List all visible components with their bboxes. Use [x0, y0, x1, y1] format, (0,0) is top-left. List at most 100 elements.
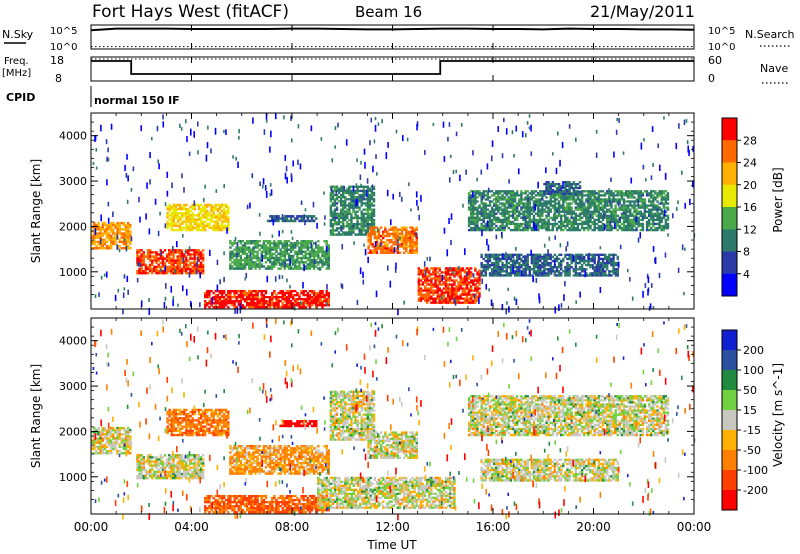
heatmap-cell	[624, 216, 628, 220]
heatmap-cell	[256, 302, 259, 305]
heatmap-cell	[660, 192, 663, 195]
heatmap-cell	[148, 263, 152, 267]
heatmap-cell	[545, 274, 548, 277]
heatmap-cell	[472, 279, 475, 282]
heatmap-cell	[415, 247, 418, 250]
heatmap-cell	[248, 250, 251, 253]
heatmap-cell	[243, 298, 247, 301]
heatmap-cell	[497, 257, 500, 261]
heatmap-cell	[650, 200, 653, 203]
heatmap-cell	[231, 261, 234, 264]
heatmap-cell	[480, 272, 483, 275]
heatmap-cell	[159, 249, 162, 252]
heatmap-cell	[140, 259, 143, 262]
heatmap-cell	[419, 291, 423, 294]
heatmap-cell	[578, 274, 582, 277]
heatmap-cell	[243, 263, 247, 266]
heatmap-cell	[631, 226, 634, 230]
heatmap-cell	[268, 219, 272, 223]
heatmap-cell	[513, 259, 517, 263]
heatmap-cell	[114, 226, 117, 229]
heatmap-cell	[268, 252, 272, 256]
heatmap-cell	[237, 300, 240, 303]
heatmap-cell	[587, 222, 590, 226]
heatmap-cell	[329, 220, 333, 224]
heatmap-cell	[524, 206, 527, 209]
heatmap-cell	[585, 206, 588, 209]
heatmap-cell	[400, 236, 404, 240]
heatmap-cell	[93, 223, 96, 227]
heatmap-cell	[566, 212, 569, 215]
heatmap-cell	[384, 226, 387, 229]
heatmap-cell	[591, 212, 594, 215]
heatmap-cell	[585, 222, 588, 226]
heatmap-cell	[306, 240, 310, 243]
heatmap-cell	[296, 261, 299, 264]
heatmap-cell	[658, 214, 661, 217]
heatmap-cell	[402, 243, 406, 246]
heatmap-cell	[292, 263, 295, 266]
heatmap-cell	[547, 181, 550, 184]
heatmap-cell	[656, 228, 659, 232]
heatmap-cell	[260, 291, 263, 295]
heatmap-cell	[325, 254, 328, 258]
heatmap-cell	[273, 215, 276, 218]
heatmap-cell	[168, 265, 171, 269]
heatmap-cell	[315, 252, 318, 256]
heatmap-cell	[372, 210, 376, 213]
heatmap-cell	[277, 298, 280, 301]
heatmap-cell	[348, 218, 351, 222]
heatmap-cell	[146, 267, 150, 271]
heatmap-cell	[606, 224, 609, 228]
heatmap-cell	[201, 271, 205, 275]
heatmap-cell	[495, 224, 498, 228]
heatmap-cell	[216, 300, 220, 303]
heatmap-cell	[578, 253, 582, 257]
heatmap-cell	[603, 272, 607, 275]
heatmap-cell	[426, 289, 429, 292]
heatmap-cell	[501, 261, 504, 265]
heatmap-cell	[178, 257, 182, 260]
heatmap-cell	[534, 263, 538, 267]
heatmap-cell	[218, 212, 222, 215]
heatmap-cell	[180, 249, 184, 252]
heatmap-cell	[266, 302, 270, 305]
heatmap-cell	[553, 257, 557, 261]
heatmap-cell	[258, 261, 261, 264]
heatmap-cell	[386, 247, 389, 250]
heatmap-cell	[362, 185, 365, 188]
heatmap-cell	[110, 226, 113, 229]
heatmap-cell	[562, 270, 565, 273]
heatmap-cell	[497, 198, 500, 201]
heatmap-cell	[241, 250, 245, 253]
heatmap-cell	[666, 216, 670, 220]
heatmap-cell	[526, 206, 529, 209]
heatmap-cell	[174, 267, 177, 271]
heatmap-cell	[539, 253, 542, 257]
heatmap-cell	[503, 196, 506, 199]
heatmap-cell	[339, 185, 343, 188]
heatmap-cell	[543, 218, 546, 222]
heatmap-cell	[476, 299, 479, 302]
heatmap-cell	[536, 202, 540, 205]
heatmap-cell	[499, 272, 502, 275]
heatmap-cell	[394, 249, 397, 252]
heatmap-cell	[576, 202, 580, 205]
heatmap-cell	[608, 216, 611, 220]
heatmap-cell	[534, 202, 538, 205]
heatmap-cell	[214, 214, 217, 217]
heatmap-cell	[518, 210, 521, 213]
heatmap-cell	[218, 295, 222, 299]
heatmap-cell	[597, 212, 601, 215]
heatmap-cell	[110, 228, 113, 231]
heatmap-cell	[229, 250, 232, 253]
heatmap-cell	[220, 203, 224, 207]
heatmap-cell	[165, 269, 169, 273]
heatmap-cell	[664, 210, 668, 213]
heatmap-cell	[482, 204, 485, 207]
heatmap-cell	[453, 289, 456, 292]
heatmap-cell	[411, 241, 414, 244]
heatmap-cell	[155, 259, 158, 262]
heatmap-cell	[168, 261, 171, 264]
heatmap-cell	[222, 218, 226, 221]
